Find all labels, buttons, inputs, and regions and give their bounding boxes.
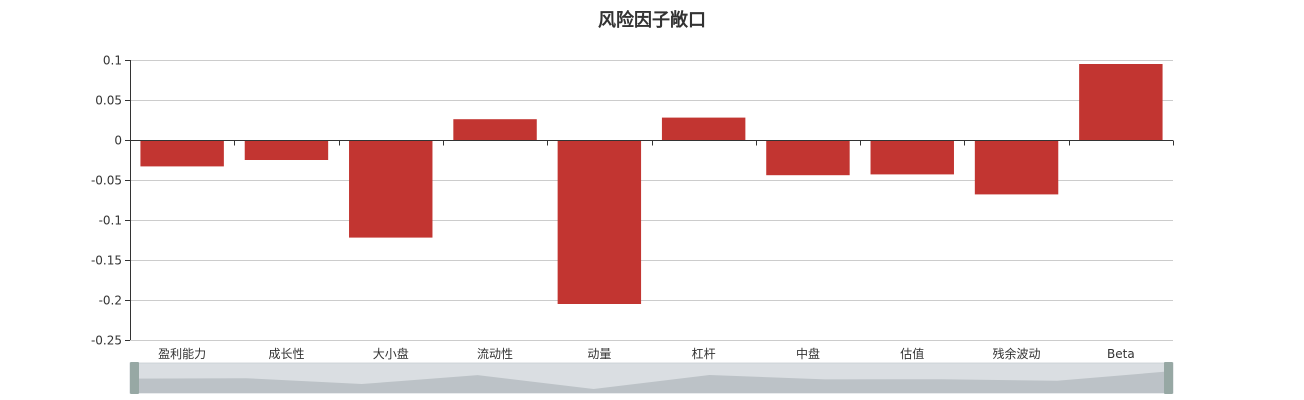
data-zoom-end-handle[interactable] bbox=[1164, 362, 1173, 394]
bar bbox=[557, 140, 642, 304]
bars bbox=[140, 64, 1163, 304]
data-zoom-start-handle[interactable] bbox=[130, 362, 139, 394]
y-tick-label: 0.1 bbox=[103, 54, 122, 68]
bar bbox=[140, 140, 224, 167]
x-tick-label: 成长性 bbox=[268, 347, 304, 361]
bar bbox=[870, 140, 954, 175]
axes bbox=[125, 60, 1174, 341]
x-tick-label: Beta bbox=[1107, 347, 1135, 361]
y-axis-ticks: 0.1 0.05 0 -0.05 -0.1 -0.15 -0.2 -0.25 bbox=[91, 54, 122, 348]
bar bbox=[1079, 64, 1163, 140]
bar bbox=[349, 140, 433, 238]
y-tick-label: 0.05 bbox=[95, 94, 122, 108]
data-zoom-slider[interactable] bbox=[129, 362, 1174, 394]
x-axis-ticks: 盈利能力 成长性 大小盘 流动性 动量 杠杆 中盘 估值 残余波动 Beta bbox=[158, 346, 1135, 361]
x-tick-label: 大小盘 bbox=[373, 346, 409, 361]
bar bbox=[766, 140, 850, 176]
bar bbox=[244, 140, 329, 160]
y-tick-label: -0.05 bbox=[91, 174, 122, 188]
data-zoom-shadow bbox=[130, 371, 1173, 393]
x-tick-label: 残余波动 bbox=[993, 346, 1041, 361]
chart-title: 风险因子敞口 bbox=[598, 10, 706, 31]
x-tick-label: 中盘 bbox=[796, 346, 820, 361]
data-zoom-range[interactable] bbox=[130, 363, 1173, 393]
y-tick-label: -0.1 bbox=[99, 214, 122, 228]
y-tick-label: -0.15 bbox=[91, 254, 122, 268]
bar bbox=[974, 140, 1059, 195]
bar bbox=[661, 117, 746, 140]
y-tick-label: -0.2 bbox=[99, 294, 122, 308]
x-tick-label: 杠杆 bbox=[692, 346, 716, 361]
bar bbox=[453, 119, 537, 140]
grid-lines bbox=[130, 60, 1173, 341]
y-tick-label: 0 bbox=[114, 134, 122, 148]
x-tick-label: 盈利能力 bbox=[158, 347, 206, 361]
x-tick-label: 动量 bbox=[587, 347, 611, 361]
y-tick-label: -0.25 bbox=[91, 334, 122, 348]
x-tick-label: 流动性 bbox=[477, 347, 513, 361]
x-tick-label: 估值 bbox=[900, 346, 924, 361]
